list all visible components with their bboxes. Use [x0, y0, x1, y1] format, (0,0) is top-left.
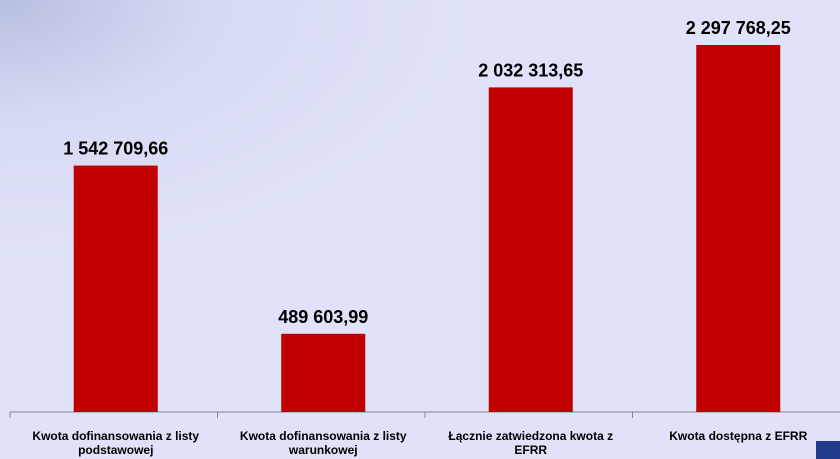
- x-tick-label: Kwota dofinansowania z listy podstawowej: [32, 429, 200, 457]
- value-label: 2 032 313,65: [478, 60, 583, 80]
- value-label: 2 297 768,25: [686, 18, 791, 38]
- value-label: 1 542 709,66: [63, 139, 168, 159]
- x-tick-label: Łącznie zatwiedzona kwota z EFRR: [448, 429, 614, 457]
- x-tick-label: Kwota dostępna z EFRR: [669, 429, 808, 443]
- value-label: 489 603,99: [278, 307, 368, 327]
- logo-fragment: [816, 441, 840, 459]
- x-tick-label: Kwota dofinansowania z listy warunkowej: [239, 429, 407, 457]
- bar: [488, 87, 573, 412]
- bar: [73, 165, 158, 412]
- bar: [696, 45, 781, 412]
- bar: [281, 333, 366, 412]
